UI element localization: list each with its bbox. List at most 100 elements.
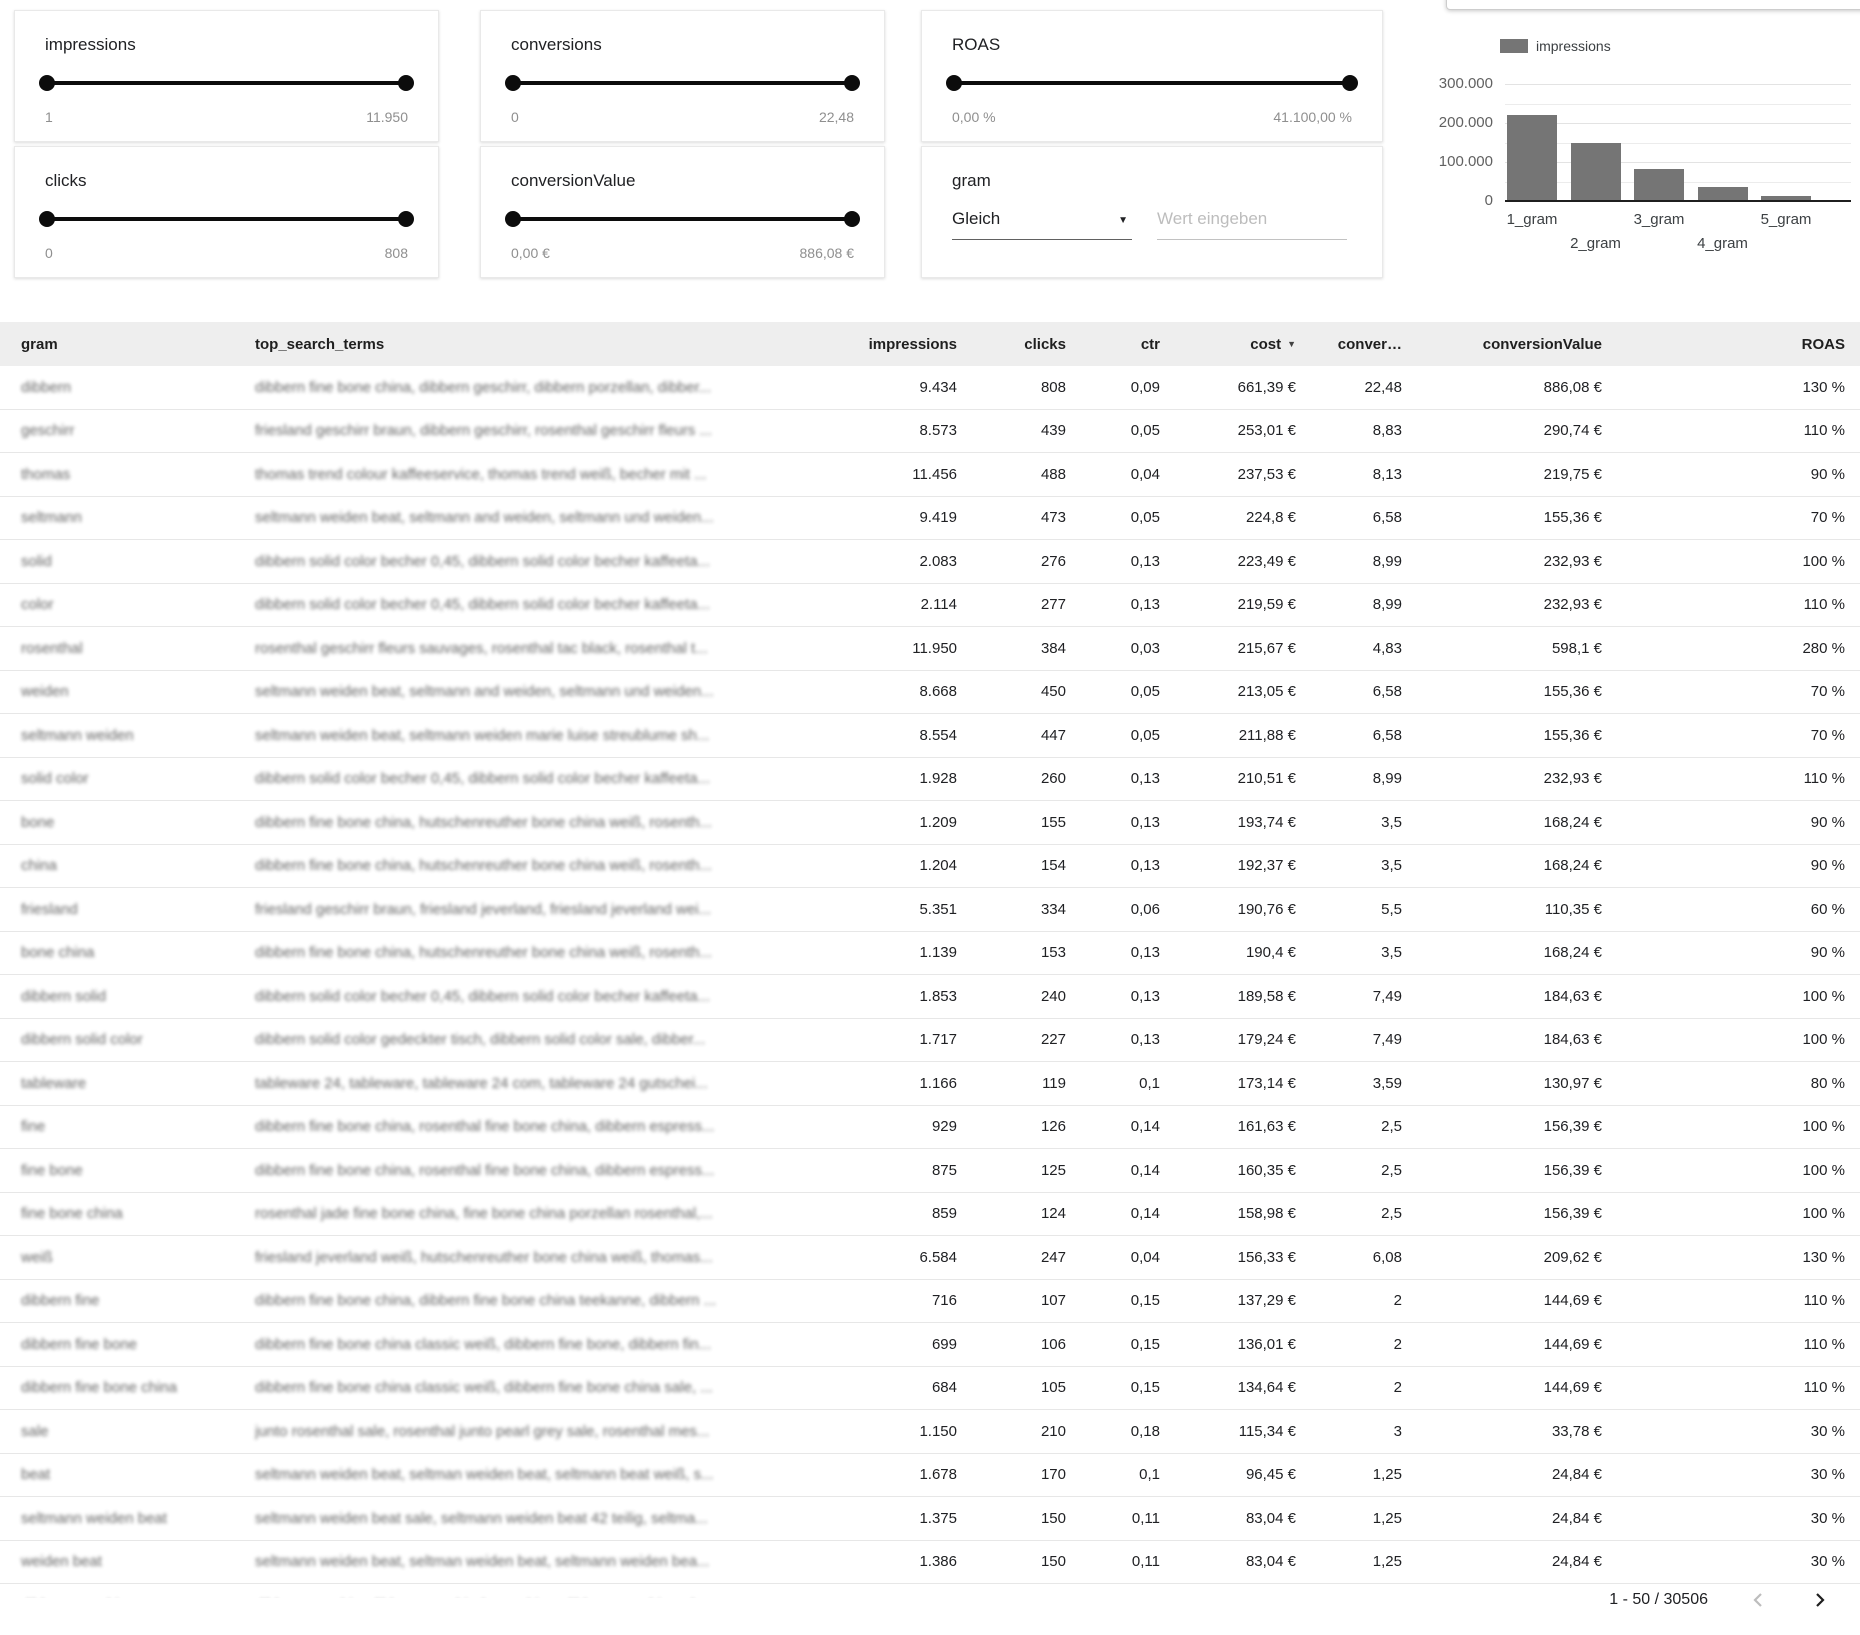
cell: 124 [1040, 1205, 1066, 1223]
slider-handle-min[interactable] [39, 75, 55, 91]
cell: dibbern solid color gedeckter tisch, dib… [255, 1031, 706, 1049]
slider-handle-min[interactable] [505, 211, 521, 227]
table-body: dibbern dibbern fine bone china, dibbern … [0, 366, 1860, 1598]
cell: 6.584 [919, 1248, 957, 1266]
clicks-range-slider [39, 211, 414, 227]
slider-track[interactable] [511, 81, 854, 85]
cell: 150 [1040, 1509, 1066, 1527]
cell: 6,58 [1372, 683, 1402, 701]
cell: 190,76 € [1237, 900, 1296, 918]
cell: 6,58 [1372, 726, 1402, 744]
cell: seltmann weiden beat [21, 1509, 167, 1527]
slider-handle-max[interactable] [844, 75, 860, 91]
cell: seltmann [21, 509, 82, 527]
cell: 100 % [1802, 552, 1845, 570]
cell: 2,92 [1300, 1597, 1406, 1598]
slider-handle-max[interactable] [398, 75, 414, 91]
cell: 190,4 € [1245, 944, 1296, 962]
cell: 447 [1040, 726, 1066, 744]
table-row: weiden beat seltmann weiden beat, seltman… [0, 1541, 1860, 1584]
column-header-ctr[interactable]: ctr [1140, 335, 1160, 353]
range-labels: 0,00 % 41.100,00 % [952, 109, 1352, 125]
table-row: color dibbern solid color becher 0,45, di… [0, 584, 1860, 627]
cell: 488 [1040, 465, 1066, 483]
range-min: 1 [45, 109, 53, 125]
slider-handle-max[interactable] [398, 211, 414, 227]
cell: bone china [21, 944, 95, 962]
column-header-gram[interactable]: gram [21, 335, 58, 353]
table-row: bone china dibbern fine bone china, hutsc… [0, 932, 1860, 975]
cell: 90 % [1810, 944, 1845, 962]
cell: 155,36 € [1543, 683, 1602, 701]
column-header-impressions[interactable]: impressions [868, 335, 957, 353]
cell: 70 % [1810, 509, 1845, 527]
cell: 0,1 [1139, 1074, 1160, 1092]
y-axis-tick: 100.000 [1438, 153, 1493, 170]
slider-track[interactable] [952, 81, 1352, 85]
cell: 223,49 € [1237, 552, 1296, 570]
cell: 0,15 [1130, 1292, 1160, 1310]
slider-track[interactable] [45, 217, 408, 221]
cell: 0,06 [1070, 1597, 1164, 1598]
cell: weiden [21, 683, 69, 701]
cell: 144,69 € [1543, 1335, 1602, 1353]
cell: 168,24 € [1543, 857, 1602, 875]
gridline [1505, 103, 1851, 105]
cell: 100 % [1802, 1205, 1845, 1223]
cell: 100 % [1802, 1161, 1845, 1179]
cell: 2,5 [1381, 1205, 1402, 1223]
cell: 1,25 [1372, 1466, 1402, 1484]
column-header-top_search_terms[interactable]: top_search_terms [255, 335, 385, 353]
cell: dibbern fine bone china classic weiß, di… [255, 1379, 713, 1397]
cell: 11.950 [912, 639, 957, 657]
gridline [1505, 162, 1851, 163]
cell: 7,49 [1372, 1031, 1402, 1049]
cell: 24,84 € [1551, 1466, 1602, 1484]
legend-swatch-icon [1500, 39, 1528, 53]
gram-value-input[interactable] [1157, 201, 1347, 240]
cell: 106 [1040, 1335, 1066, 1353]
chevron-right-icon[interactable] [1808, 1588, 1832, 1612]
cell: 1.667 [810, 1597, 961, 1598]
table-row: china dibbern fine bone china, hutschenre… [0, 845, 1860, 888]
pagination: 1 - 50 / 30506 [1609, 1588, 1832, 1612]
cell: 209,62 € [1543, 1248, 1602, 1266]
cell: thomas trend colour kaffeeservice, thoma… [255, 465, 707, 483]
table-row: dibbern solid dibbern solid color becher … [0, 975, 1860, 1019]
table-row: weiden seltmann weiden beat, seltmann and… [0, 671, 1860, 714]
slider-handle-min[interactable] [39, 211, 55, 227]
slider-track[interactable] [45, 81, 408, 85]
cell: dibbern fine bone china, dibbern fine bo… [255, 1292, 717, 1310]
slider-track[interactable] [511, 217, 854, 221]
column-header-clicks[interactable]: clicks [1024, 335, 1066, 353]
cell: 136,01 € [1237, 1335, 1296, 1353]
cell: 886,08 € [1543, 378, 1602, 396]
bar-1_gram [1507, 115, 1557, 201]
slider-handle-min[interactable] [946, 75, 962, 91]
cell: 0,14 [1130, 1205, 1160, 1223]
gram-operator-value: Gleich [952, 209, 1001, 228]
cell: seltmann weiden beat, seltman weiden bea… [255, 1553, 710, 1571]
cell: seltmann weiden beat, seltmann and weide… [255, 509, 714, 527]
slider-handle-max[interactable] [844, 211, 860, 227]
column-header-conversionvalue[interactable]: conversionValue [1482, 335, 1602, 353]
gridline [1505, 84, 1851, 85]
cell: 8,13 [1372, 465, 1402, 483]
column-header-conver[interactable]: conver… [1337, 335, 1402, 353]
slider-handle-min[interactable] [505, 75, 521, 91]
gram-operator-select[interactable]: Gleich ▼ [952, 209, 1132, 240]
cell: 144,69 € [1543, 1379, 1602, 1397]
cell: 598,1 € [1551, 639, 1602, 657]
cell: 30 % [1810, 1422, 1845, 1440]
cell: seltmann weiden beat, seltmann and weide… [255, 683, 714, 701]
column-header-cost[interactable]: cost ▼ [1250, 335, 1296, 353]
cell: 0,15 [1130, 1379, 1160, 1397]
cell: 384 [1040, 639, 1066, 657]
column-header-roas[interactable]: ROAS [1801, 335, 1845, 353]
cell: color [21, 596, 54, 614]
cell: geschirr [21, 422, 75, 440]
slider-handle-max[interactable] [1342, 75, 1358, 91]
table-row: beat seltmann weiden beat, seltman weiden… [0, 1454, 1860, 1497]
cell: 8,99 [1372, 552, 1402, 570]
